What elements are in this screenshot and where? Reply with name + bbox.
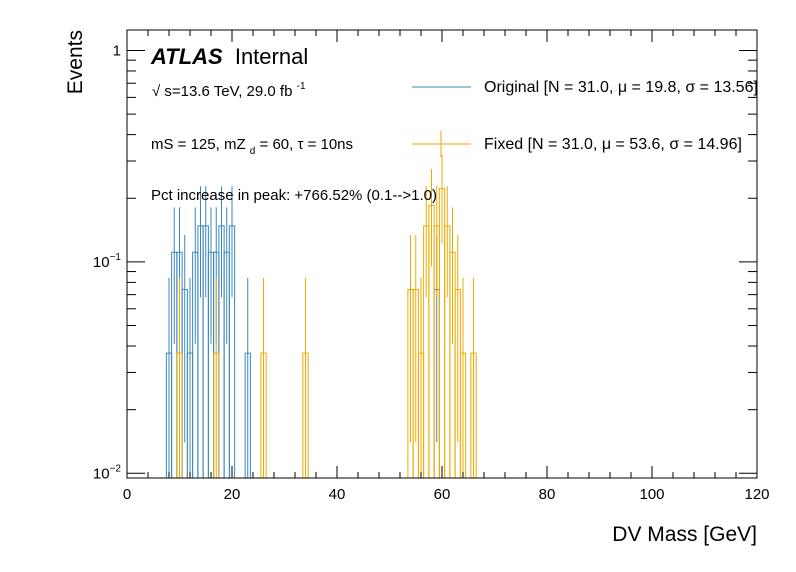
x-tick-label: 100 — [639, 486, 664, 503]
y-tick-label: 1 — [113, 42, 121, 59]
energy-lumi-label: √ s=13.6 TeV, 29.0 fb -1 — [152, 81, 306, 100]
atlas-bold-text: ATLAS — [150, 44, 223, 69]
axes-layer: 0 20 40 60 80 100 120 10−2 10−1 1 — [93, 30, 770, 503]
series-layer — [165, 154, 477, 478]
legend-label-original: Original [N = 31.0, μ = 19.8, σ = 13.56] — [484, 79, 758, 96]
x-axis-label: DV Mass [GeV] — [612, 523, 757, 546]
x-tick-label: 80 — [539, 486, 556, 503]
y-tick-label: 10−1 — [93, 252, 122, 271]
atlas-internal-text: Internal — [235, 44, 308, 69]
legend-label-fixed: Fixed [N = 31.0, μ = 53.6, σ = 14.96] — [484, 136, 742, 153]
y-axis-label: Events — [64, 30, 87, 94]
y-tick-label: 10−2 — [93, 463, 122, 482]
x-tick-label: 0 — [123, 486, 131, 503]
atlas-label: ATLAS Internal — [150, 44, 308, 69]
sqrt-symbol: √ — [152, 83, 161, 100]
series-1 — [176, 154, 477, 478]
model-text-a: mS = 125, mZ — [151, 136, 246, 153]
x-tick-label: 60 — [434, 486, 451, 503]
model-subscript: d — [250, 146, 256, 157]
lumi-superscript: -1 — [297, 81, 306, 92]
model-text-b: = 60, τ = 10ns — [260, 136, 354, 153]
legend: Original [N = 31.0, μ = 19.8, σ = 13.56]… — [412, 79, 758, 157]
model-params-label: mS = 125, mZ d = 60, τ = 10ns — [151, 136, 353, 158]
energy-text: s=13.6 TeV, 29.0 fb — [164, 83, 292, 100]
x-tick-label: 40 — [329, 486, 346, 503]
x-tick-label: 120 — [744, 486, 769, 503]
pct-increase-label: Pct increase in peak: +766.52% (0.1-->1.… — [151, 187, 437, 204]
legend-entry-fixed: Fixed [N = 31.0, μ = 53.6, σ = 14.96] — [412, 131, 742, 157]
x-tick-label: 20 — [224, 486, 241, 503]
legend-entry-original: Original [N = 31.0, μ = 19.8, σ = 13.56] — [412, 79, 758, 96]
